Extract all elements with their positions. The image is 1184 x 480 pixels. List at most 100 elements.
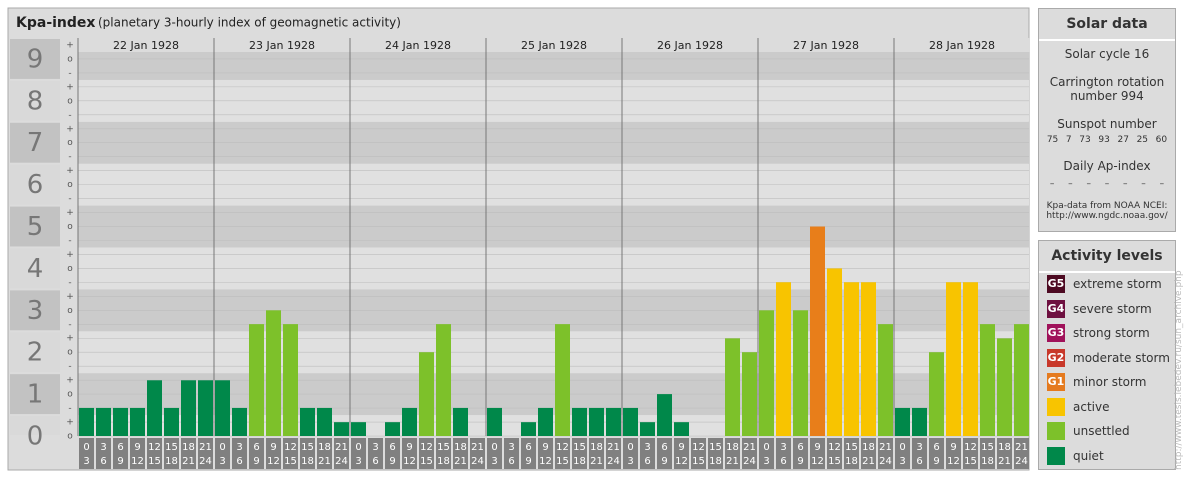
hour-box	[79, 438, 94, 469]
x-tick-label: 27 Jan 1928	[793, 39, 859, 52]
day-header	[894, 38, 1030, 52]
hour-box	[198, 438, 213, 469]
legend-label: quiet	[1073, 448, 1104, 463]
sunspot-title: Sunspot number	[1057, 117, 1157, 131]
hour-box	[623, 438, 638, 469]
hour-label: 3	[372, 442, 378, 453]
hour-label: 9	[542, 442, 548, 453]
hour-box	[96, 438, 111, 469]
hour-label: 18	[182, 442, 195, 453]
minor-tick-label: -	[68, 320, 71, 330]
hour-label: 12	[675, 456, 688, 467]
hour-label: 9	[661, 456, 667, 467]
hour-label: 0	[355, 442, 361, 453]
hour-box	[300, 438, 315, 469]
hour-label: 9	[253, 456, 259, 467]
bar	[980, 324, 995, 436]
hour-label: 24	[335, 456, 348, 467]
hour-label: 15	[964, 456, 977, 467]
hour-box	[453, 438, 468, 469]
hour-label: 15	[845, 442, 858, 453]
hour-label: 12	[556, 442, 569, 453]
minor-tick-label: +	[66, 376, 74, 386]
x-tick-label: 23 Jan 1928	[249, 39, 315, 52]
minor-tick-label: -	[68, 236, 71, 246]
hour-label: 6	[100, 456, 106, 467]
minor-tick-label: +	[66, 166, 74, 176]
bar	[436, 324, 451, 436]
legend-label: moderate storm	[1073, 350, 1170, 365]
ap-value: –	[1159, 179, 1165, 189]
hour-label: 6	[236, 456, 242, 467]
x-tick-label: 28 Jan 1928	[929, 39, 995, 52]
hour-box	[606, 438, 621, 469]
hour-label: 15	[437, 442, 450, 453]
hour-box	[487, 438, 502, 469]
ap-value: –	[1068, 179, 1073, 189]
hour-label: 9	[525, 456, 531, 467]
minor-tick-label: o	[67, 222, 73, 232]
x-tick-label: 22 Jan 1928	[113, 39, 179, 52]
minor-tick-label: -	[68, 152, 71, 162]
hour-label: 18	[981, 456, 994, 467]
hour-label: 15	[165, 442, 178, 453]
hour-label: 3	[83, 456, 89, 467]
bar	[215, 380, 230, 436]
hour-label: 21	[862, 456, 875, 467]
bar	[521, 422, 536, 436]
hour-box	[385, 438, 400, 469]
hour-label: 15	[981, 442, 994, 453]
hour-label: 18	[726, 442, 739, 453]
x-tick-label: 25 Jan 1928	[521, 39, 587, 52]
hour-label: 21	[318, 456, 331, 467]
band	[78, 415, 1029, 436]
hour-box	[113, 438, 128, 469]
legend-swatch	[1047, 397, 1065, 416]
bar	[266, 310, 281, 436]
hour-box	[963, 438, 978, 469]
y-tick-label: 5	[27, 212, 44, 242]
hour-box	[793, 438, 808, 469]
bar	[572, 407, 587, 436]
y-label-box	[10, 164, 60, 205]
bar	[317, 407, 332, 436]
hour-label: 12	[964, 442, 977, 453]
bar	[130, 407, 145, 436]
legend-item: G2 moderate storm	[1047, 348, 1170, 367]
bar	[912, 407, 927, 436]
hour-label: 3	[491, 456, 497, 467]
minor-tick-label: o	[67, 180, 73, 190]
hour-label: 3	[355, 456, 361, 467]
hour-label: 15	[556, 456, 569, 467]
bar	[793, 310, 808, 436]
legend-label: strong storm	[1073, 326, 1150, 340]
y-label-box	[10, 332, 60, 373]
y-label-box	[10, 290, 60, 331]
bar	[674, 422, 689, 436]
bar	[555, 324, 570, 436]
hour-label: 18	[590, 442, 603, 453]
minor-tick-label: -	[68, 194, 71, 204]
bar	[589, 407, 604, 436]
hour-box	[351, 438, 366, 469]
bar	[283, 324, 298, 436]
hour-box	[317, 438, 332, 469]
bar	[453, 407, 468, 436]
hour-label: 9	[270, 442, 276, 453]
minor-tick-label: -	[68, 362, 71, 372]
ap-value: –	[1123, 179, 1128, 189]
bar	[963, 282, 978, 436]
minor-tick-label: +	[66, 40, 74, 50]
hour-label: 0	[899, 442, 905, 453]
panel-title: Activity levels	[1039, 241, 1175, 273]
hour-label: 12	[148, 442, 161, 453]
legend-item: active	[1047, 397, 1109, 416]
y-label-box	[10, 80, 60, 121]
minor-tick-label: +	[66, 208, 74, 218]
day-header	[486, 38, 622, 52]
bar	[895, 407, 910, 436]
hour-label: 24	[879, 456, 892, 467]
hour-label: 15	[284, 456, 297, 467]
y-tick-label: 2	[27, 338, 44, 368]
minor-tick-label: +	[66, 292, 74, 302]
